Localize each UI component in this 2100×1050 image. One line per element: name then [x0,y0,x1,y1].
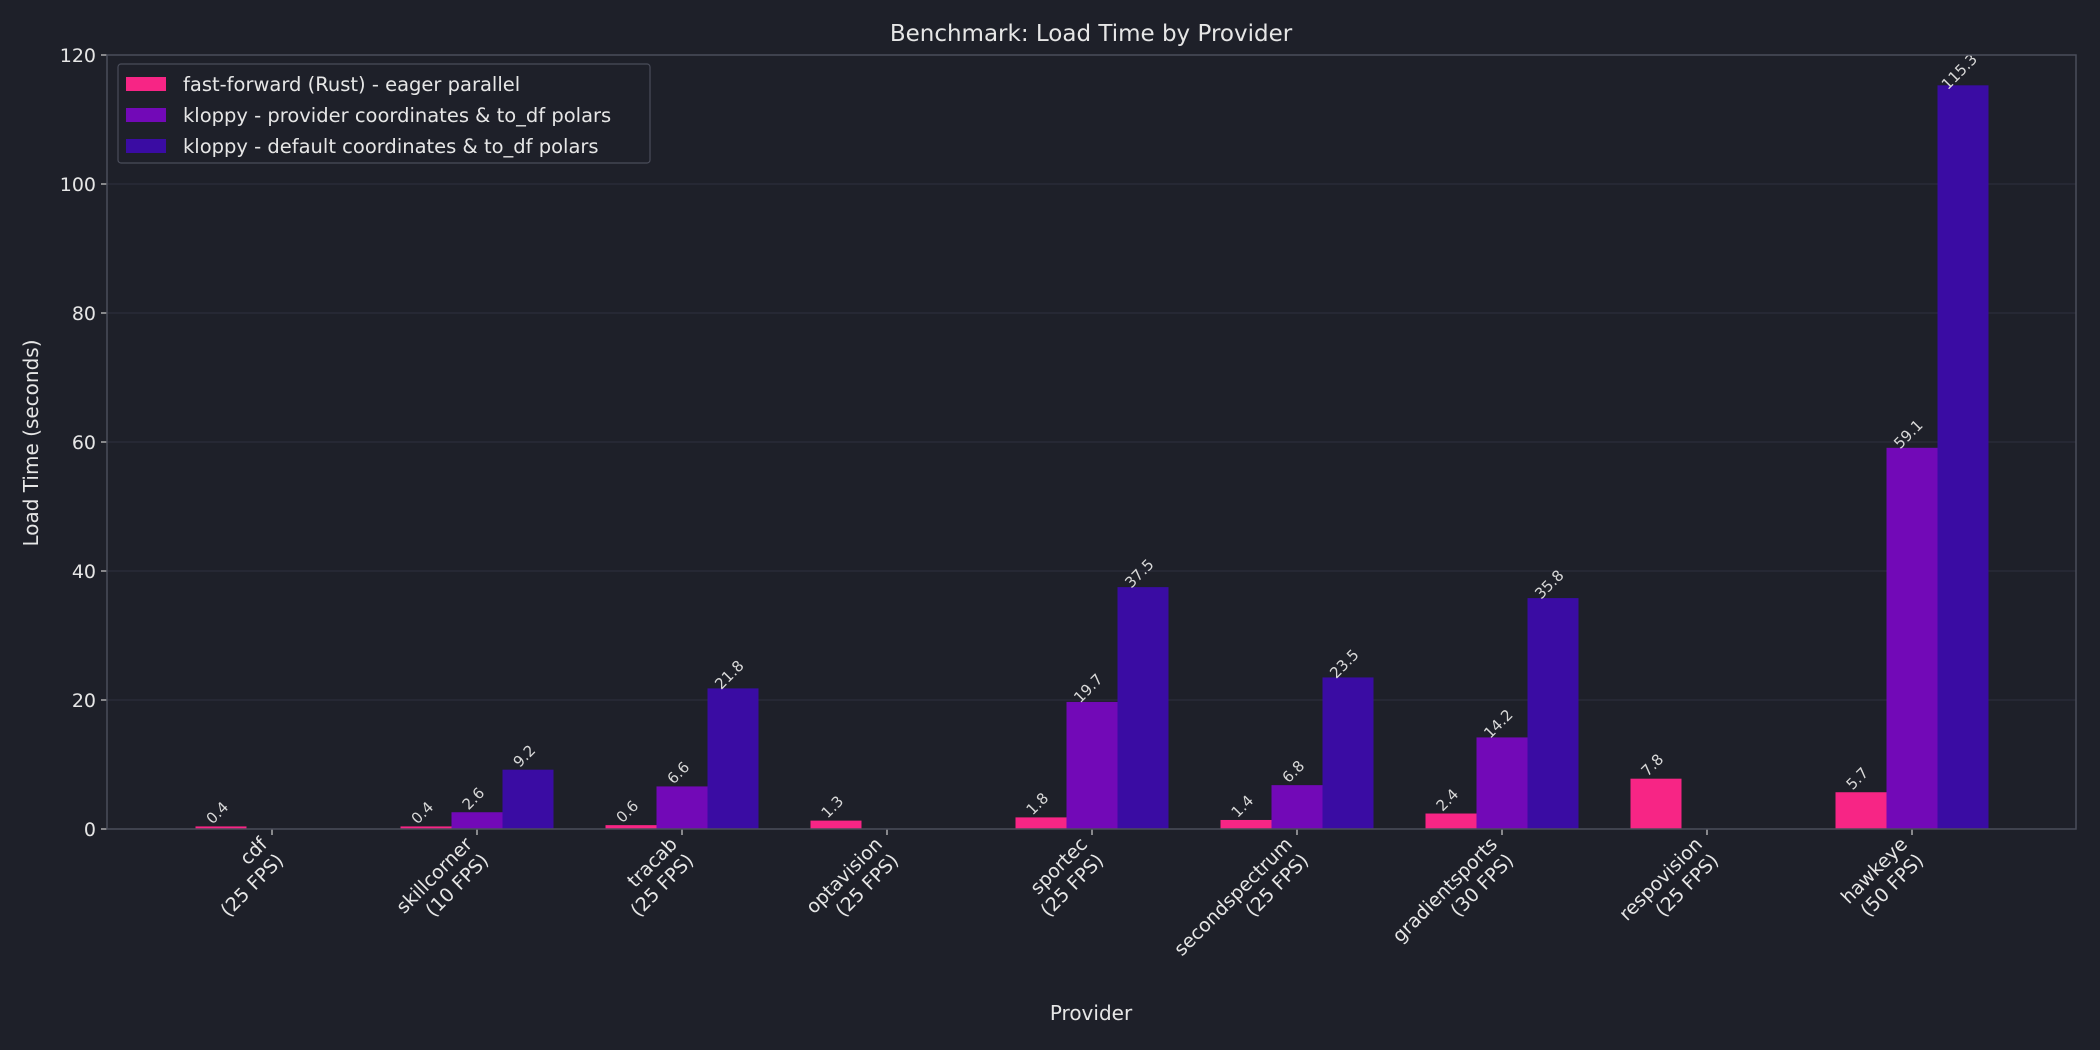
y-tick-label: 80 [72,303,96,325]
bar [1271,785,1323,829]
bar [1066,701,1118,829]
bar [1476,737,1528,829]
legend-entry: kloppy - default coordinates & to_df pol… [183,135,599,158]
bar [1937,85,1989,829]
bar [656,786,708,829]
bar [1220,819,1272,829]
bar [1117,587,1169,829]
bar [707,688,759,829]
bar [195,826,247,829]
legend-entry: kloppy - provider coordinates & to_df po… [183,104,611,127]
bar [1322,677,1374,829]
legend-swatch [126,139,166,153]
legend-box [117,63,651,164]
y-tick-label: 120 [60,45,96,67]
y-tick-label: 100 [60,174,96,196]
bar [1527,598,1579,829]
bar [605,825,657,829]
bar [1886,447,1938,829]
bar [810,820,862,829]
bar [400,826,452,829]
bar [1630,778,1682,829]
chart-title: Benchmark: Load Time by Provider [890,21,1293,47]
legend-swatch [126,77,166,91]
y-tick-label: 40 [72,561,96,583]
legend-swatch [126,108,166,122]
bar [502,769,554,829]
bar [1835,792,1887,829]
bar [1015,817,1067,829]
y-axis-label: Load Time (seconds) [19,340,43,547]
y-tick-label: 0 [84,819,96,841]
bar [1425,813,1477,829]
y-tick-label: 60 [72,432,96,454]
legend-entry: fast-forward (Rust) - eager parallel [183,73,520,96]
y-tick-label: 20 [72,690,96,712]
x-axis-label: Provider [1050,1001,1133,1025]
plot-frame [106,54,2077,830]
bar [451,812,503,829]
